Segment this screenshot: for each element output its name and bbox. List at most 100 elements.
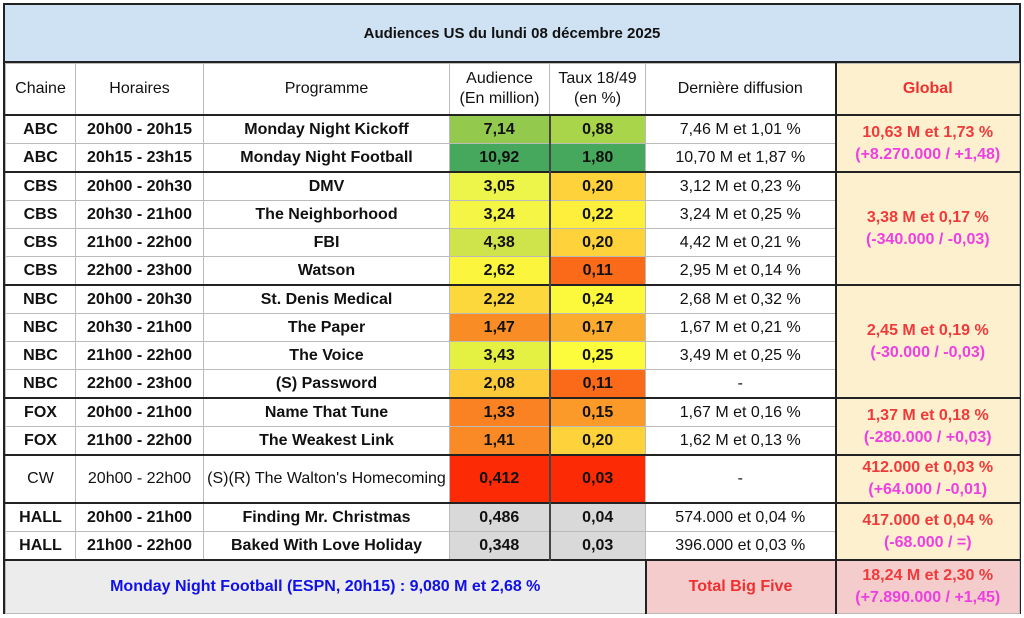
rating-cell: 1,80 (548, 143, 646, 173)
time-cell: 20h00 - 20h15 (75, 114, 204, 144)
last-airing-cell: 3,49 M et 0,25 % (645, 341, 836, 370)
global-value: 2,45 M et 0,19 % (866, 321, 989, 339)
program-cell: The Weakest Link (203, 426, 450, 456)
group-global-cell: 10,63 M et 1,73 % (+8.270.000 / +1,48) (834, 114, 1020, 173)
time-cell: 21h00 - 22h00 (75, 426, 204, 456)
channel-cell: NBC (5, 341, 76, 370)
group-global-cell: 1,37 M et 0,18 % (-280.000 / +0,03) (834, 397, 1020, 456)
channel-cell: CW (5, 454, 76, 504)
time-cell: 22h00 - 23h00 (75, 256, 204, 286)
last-airing-cell: 396.000 et 0,03 % (645, 531, 836, 561)
program-cell: Monday Night Football (203, 143, 450, 173)
audience-cell: 7,14 (449, 114, 550, 144)
rating-cell: 0,20 (548, 228, 646, 257)
group-global-cell: 3,38 M et 0,17 % (-340.000 / -0,03) (834, 171, 1020, 286)
table-body: ABC 20h00 - 20h15 Monday Night Kickoff 7,14… (5, 114, 1020, 561)
last-airing-cell: - (645, 454, 836, 504)
program-cell: The Neighborhood (203, 200, 450, 229)
rating-cell: 0,11 (548, 369, 646, 399)
page-title: Audiences US du lundi 08 décembre 2025 (5, 5, 1019, 63)
program-cell: Monday Night Kickoff (203, 114, 450, 144)
table-row: HALL 20h00 - 21h00 Finding Mr. Christmas 0,… (5, 502, 1020, 561)
rating-cell: 0,88 (548, 114, 646, 144)
group-global-cell: 2,45 M et 0,19 % (-30.000 / -0,03) (834, 284, 1020, 399)
global-change: (-280.000 / +0,03) (863, 428, 992, 446)
channel-cell: NBC (5, 284, 76, 314)
footer-row: Monday Night Football (ESPN, 20h15) : 9,… (5, 559, 1020, 614)
audience-cell: 0,412 (449, 454, 550, 504)
channel-cell: NBC (5, 369, 76, 399)
audience-cell: 10,92 (449, 143, 550, 173)
footer-note: Monday Night Football (ESPN, 20h15) : 9,… (5, 559, 646, 614)
audience-cell: 2,22 (449, 284, 550, 314)
table-row: CBS 22h00 - 23h00 Watson 2,62 0,11 2,95 M et … (5, 256, 1020, 286)
header-taux-line2: (en %) (573, 90, 622, 107)
total-big-five-label: Total Big Five (644, 559, 836, 614)
total-big-five-value: 18,24 M et 2,30 % (+7.890.000 / +1,45) (834, 559, 1020, 614)
rating-cell: 0,04 (548, 502, 646, 532)
program-cell: DMV (203, 171, 450, 201)
global-change: (-68.000 / =) (883, 533, 972, 551)
header-taux-line1: Taux 18/49 (558, 70, 637, 87)
global-value: 1,37 M et 0,18 % (866, 406, 989, 424)
channel-cell: ABC (5, 143, 76, 173)
audience-table: Chaine Horaires Programme Audience (En mi… (5, 63, 1020, 614)
program-cell: Baked With Love Holiday (203, 531, 450, 561)
last-airing-cell: 2,68 M et 0,32 % (645, 284, 836, 314)
channel-cell: HALL (5, 531, 76, 561)
time-cell: 20h00 - 21h00 (75, 502, 204, 532)
rating-cell: 0,03 (548, 531, 646, 561)
channel-cell: CBS (5, 171, 76, 201)
rating-cell: 0,03 (548, 454, 646, 504)
last-airing-cell: 3,12 M et 0,23 % (645, 171, 836, 201)
last-airing-cell: 574.000 et 0,04 % (645, 502, 836, 532)
last-airing-cell: 3,24 M et 0,25 % (645, 200, 836, 229)
audience-cell: 1,41 (449, 426, 550, 456)
header-taux: Taux 18/49 (en %) (549, 63, 646, 116)
table-row: CW 20h00 - 22h00 (S)(R) The Walton's Homec… (5, 454, 1020, 504)
time-cell: 20h30 - 21h00 (75, 200, 204, 229)
channel-cell: CBS (5, 256, 76, 286)
audience-cell: 1,47 (449, 313, 550, 342)
time-cell: 21h00 - 22h00 (75, 531, 204, 561)
global-change: (-340.000 / -0,03) (865, 230, 990, 248)
time-cell: 20h15 - 23h15 (75, 143, 204, 173)
header-audience-line1: Audience (466, 70, 533, 87)
global-change: (+64.000 / -0,01) (868, 481, 988, 498)
program-cell: The Voice (203, 341, 450, 370)
channel-cell: NBC (5, 313, 76, 342)
rating-cell: 0,22 (548, 200, 646, 229)
header-derniere: Dernière diffusion (645, 63, 836, 116)
table-row: ABC 20h00 - 20h15 Monday Night Kickoff 7,14… (5, 114, 1020, 173)
audience-cell: 2,08 (449, 369, 550, 399)
table-row: ABC 20h15 - 23h15 Monday Night Football 10,… (5, 143, 1020, 173)
program-cell: (S)(R) The Walton's Homecoming (203, 454, 450, 504)
group-global-cell: 417.000 et 0,04 % (-68.000 / =) (834, 502, 1020, 561)
table-row: NBC 21h00 - 22h00 The Voice 3,43 0,25 3,49 M … (5, 341, 1020, 370)
last-airing-cell: 10,70 M et 1,87 % (645, 143, 836, 173)
audience-cell: 3,24 (449, 200, 550, 229)
header-audience: Audience (En million) (449, 63, 550, 116)
global-value: 417.000 et 0,04 % (862, 511, 994, 529)
table-row: CBS 20h00 - 20h30 DMV 3,05 0,20 3,12 M et 0,2… (5, 171, 1020, 286)
time-cell: 20h00 - 21h00 (75, 397, 204, 427)
audience-cell: 3,43 (449, 341, 550, 370)
channel-cell: CBS (5, 200, 76, 229)
time-cell: 20h00 - 22h00 (75, 454, 204, 504)
header-audience-line2: (En million) (459, 90, 540, 107)
global-change: (-30.000 / -0,03) (870, 343, 986, 361)
program-cell: St. Denis Medical (203, 284, 450, 314)
program-cell: Watson (203, 256, 450, 286)
channel-cell: HALL (5, 502, 76, 532)
time-cell: 21h00 - 22h00 (75, 228, 204, 257)
program-cell: (S) Password (203, 369, 450, 399)
global-value: 3,38 M et 0,17 % (866, 208, 989, 226)
global-change: (+8.270.000 / +1,48) (855, 145, 1001, 163)
total-value-line1: 18,24 M et 2,30 % (862, 567, 994, 584)
header-chaine: Chaine (5, 63, 76, 116)
last-airing-cell: 1,67 M et 0,16 % (645, 397, 836, 427)
table-row: FOX 21h00 - 22h00 The Weakest Link 1,41 0,20… (5, 426, 1020, 456)
header-programme: Programme (203, 63, 450, 116)
table-row: FOX 20h00 - 21h00 Name That Tune 1,33 0,15 1,… (5, 397, 1020, 456)
rating-cell: 0,15 (548, 397, 646, 427)
